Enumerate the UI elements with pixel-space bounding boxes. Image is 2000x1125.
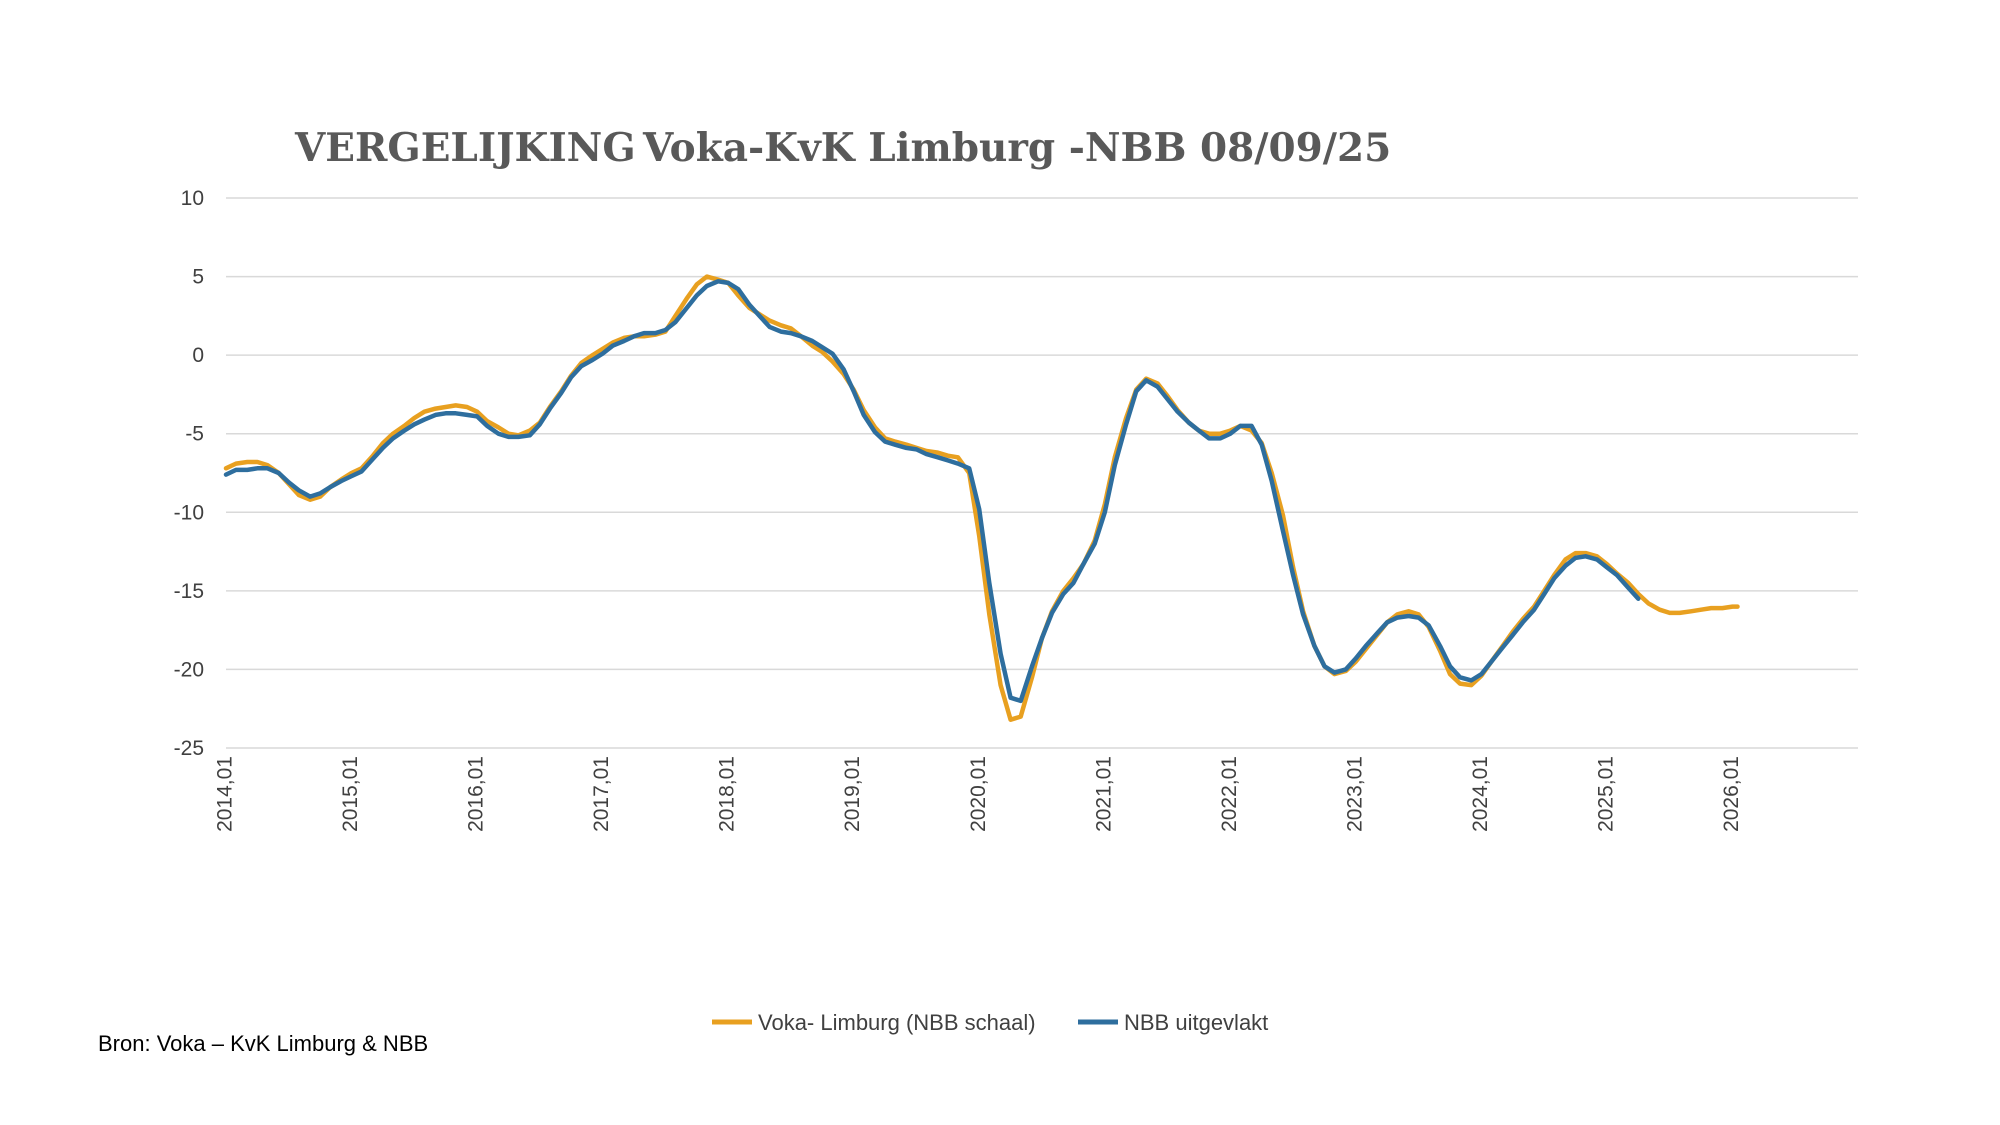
y-tick-label: 5 (192, 266, 204, 289)
x-tick-label: 2023,01 (1343, 756, 1366, 832)
chart-title: VERGELIJKING Voka-KvK Limburg -NBB 08/09… (294, 125, 1391, 171)
x-tick-label: 2026,01 (1720, 756, 1743, 832)
chart-title-part-2: Voka-KvK Limburg -NBB (642, 125, 1187, 171)
x-axis-tick-labels: 2014,01 2015,01 2016,01 2017,01 2018,01 2019,… (214, 756, 1743, 832)
x-tick-label: 2015,01 (339, 756, 362, 832)
y-tick-label: -15 (174, 580, 204, 603)
x-tick-label: 2016,01 (465, 756, 488, 832)
x-tick-label: 2017,01 (590, 756, 613, 832)
y-axis-tick-labels: 10 5 0 -5 -10 -15 -20 -25 (174, 187, 204, 760)
series-line-nbb (223, 279, 1641, 704)
x-tick-label: 2019,01 (841, 756, 864, 832)
legend-label: NBB uitgevlakt (1124, 1010, 1268, 1035)
y-tick-label: -5 (185, 423, 204, 446)
x-tick-label: 2024,01 (1469, 756, 1492, 832)
legend: Voka- Limburg (NBB schaal) NBB uitgevlakt (712, 1010, 1268, 1035)
x-tick-label: 2022,01 (1218, 756, 1241, 832)
x-tick-label: 2020,01 (967, 756, 990, 832)
y-tick-label: -25 (174, 737, 204, 760)
x-tick-label: 2021,01 (1092, 756, 1115, 832)
y-tick-label: -20 (174, 658, 204, 681)
y-tick-label: 0 (192, 344, 204, 367)
source-note: Bron: Voka – KvK Limburg & NBB (98, 1031, 429, 1056)
gridlines (226, 197, 1858, 749)
x-tick-label: 2025,01 (1594, 756, 1617, 832)
legend-label: Voka- Limburg (NBB schaal) (758, 1010, 1036, 1035)
x-tick-label: 2014,01 (214, 756, 237, 832)
chart-title-part-1: VERGELIJKING (294, 125, 636, 171)
chart-title-part-3: 08/09/25 (1200, 125, 1391, 171)
y-tick-label: 10 (181, 187, 204, 210)
y-tick-label: -10 (174, 501, 204, 524)
series-lines (223, 274, 1740, 722)
x-tick-label: 2018,01 (716, 756, 739, 832)
series-line-voka (223, 274, 1740, 722)
